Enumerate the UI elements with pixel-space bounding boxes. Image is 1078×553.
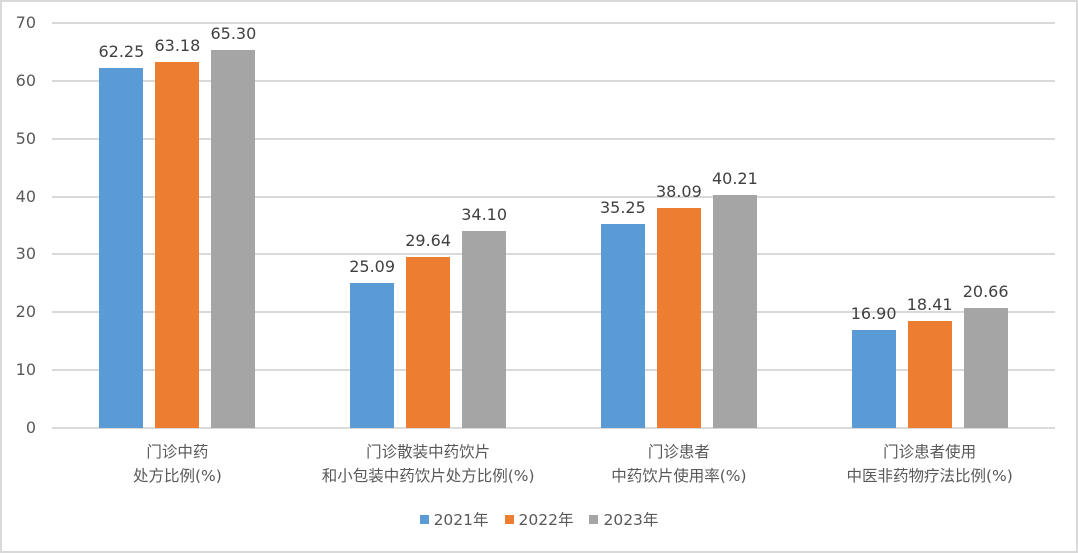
gridline: [52, 369, 1055, 372]
gridline: [52, 311, 1055, 314]
data-label: 65.30: [210, 24, 257, 44]
legend-swatch-icon: [504, 514, 514, 524]
legend-swatch-icon: [589, 514, 599, 524]
bar-2023年: [712, 195, 757, 428]
data-label: 20.66: [962, 282, 1009, 302]
y-axis-tick-label: 30: [15, 244, 36, 264]
bar-2021年: [350, 282, 395, 428]
data-label: 34.10: [461, 204, 508, 224]
y-axis-tick-label: 0: [25, 418, 36, 437]
y-axis-tick-label: 20: [15, 302, 36, 322]
data-label: 16.90: [850, 304, 897, 324]
data-label: 18.41: [906, 295, 953, 315]
category-label-line: 门诊患者使用: [883, 443, 977, 461]
legend-item: 2023年: [589, 508, 658, 530]
x-axis-category-label: 门诊患者中药饮片使用率(%): [549, 440, 809, 488]
data-label: 40.21: [711, 169, 758, 189]
bar-2023年: [211, 50, 256, 428]
x-axis-category-label: 门诊散装中药饮片和小包装中药饮片处方比例(%): [298, 440, 558, 488]
y-axis-tick-label: 70: [15, 13, 36, 32]
bar-2023年: [462, 230, 507, 428]
gridline: [52, 253, 1055, 256]
data-label: 62.25: [98, 41, 145, 61]
legend-label: 2021年: [433, 511, 489, 529]
legend-swatch-icon: [419, 514, 429, 524]
category-label-line: 门诊中药: [146, 443, 209, 461]
gridline: [52, 427, 1055, 429]
data-label: 35.25: [599, 198, 646, 218]
data-label: 25.09: [349, 256, 396, 276]
data-label: 38.09: [655, 181, 702, 201]
chart-legend: 2021年 2022年 2023年: [0, 508, 1078, 530]
category-label-line: 门诊患者: [647, 443, 710, 461]
data-label: 29.64: [405, 230, 452, 250]
y-axis-tick-label: 50: [15, 128, 36, 148]
gridline: [52, 79, 1055, 82]
x-axis-category-label: 门诊患者使用中医非药物疗法比例(%): [800, 440, 1060, 488]
gridline: [52, 137, 1055, 140]
x-axis-category-label: 门诊中药处方比例(%): [47, 440, 307, 488]
bar-2021年: [851, 330, 896, 428]
y-axis-tick-label: 40: [15, 186, 36, 206]
bar-2022年: [656, 207, 701, 428]
category-label-line: 门诊散装中药饮片: [366, 443, 491, 461]
data-label: 63.18: [154, 36, 201, 56]
gridline: [52, 195, 1055, 198]
legend-label: 2023年: [603, 511, 659, 529]
bar-2023年: [963, 308, 1008, 428]
legend-item: 2021年: [419, 508, 489, 530]
y-axis-tick-label: 60: [15, 70, 36, 90]
category-label-line: 处方比例(%): [132, 467, 222, 485]
category-label-line: 中药饮片使用率(%): [611, 467, 747, 485]
bar-2022年: [406, 256, 451, 428]
bar-2022年: [155, 62, 200, 428]
y-axis-tick-label: 10: [15, 360, 36, 380]
bar-2021年: [99, 67, 144, 428]
category-label-line: 和小包装中药饮片处方比例(%): [321, 467, 535, 485]
bar-2021年: [600, 224, 645, 428]
gridline: [52, 22, 1055, 24]
legend-label: 2022年: [518, 511, 574, 529]
bar-2022年: [907, 321, 952, 428]
category-label-line: 中医非药物疗法比例(%): [846, 467, 1013, 485]
legend-item: 2022年: [504, 508, 574, 530]
